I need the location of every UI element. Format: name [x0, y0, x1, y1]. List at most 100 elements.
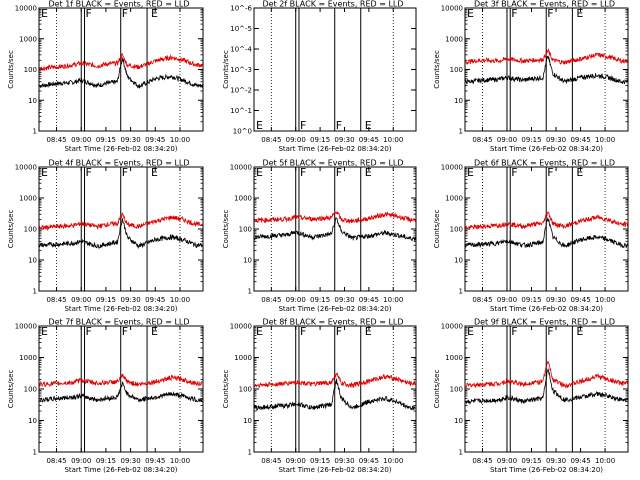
x-tick-label: 09:15 — [521, 296, 541, 304]
y-tick-label: 1000 — [234, 195, 252, 203]
segment-flag: F — [547, 325, 553, 338]
segment-flag: E — [576, 7, 583, 20]
x-tick-label: 09:15 — [96, 457, 116, 465]
x-tick-label: 08:45 — [46, 296, 66, 304]
segment-flag: F — [122, 7, 128, 20]
y-tick-label: 1 — [33, 128, 37, 136]
series-line-events — [254, 378, 416, 411]
chart-panel-4: Det 4f BLACK = Events, RED = LLD 1 10 100 10… — [7, 159, 204, 313]
x-tick-label: 09:45 — [145, 457, 165, 465]
x-tick-label: 09:15 — [310, 457, 330, 465]
x-tick-label: 09:00 — [497, 457, 517, 465]
y-tick-label: 1 — [248, 288, 252, 296]
series-line-events — [465, 55, 628, 85]
x-tick-label: 09:00 — [286, 457, 306, 465]
chart-panel-8: Det 8f BLACK = Events, RED = LLD 1 10 100 10… — [222, 318, 417, 474]
x-tick-label: 09:30 — [334, 457, 354, 465]
chart-title: Det 4f BLACK = Events, RED = LLD — [48, 159, 189, 168]
chart-title: Det 6f BLACK = Events, RED = LLD — [474, 159, 615, 168]
chart-panel-6: Det 6f BLACK = Events, RED = LLD 1 10 100 10… — [433, 159, 629, 313]
chart-title: Det 9f BLACK = Events, RED = LLD — [474, 318, 615, 327]
y-tick-label: 10^-6 — [230, 5, 252, 13]
series-line-lld — [39, 212, 203, 232]
y-tick-label: 10000 — [441, 323, 463, 331]
x-axis-label: Start Time (26-Feb-02 08:34:20) — [64, 305, 177, 313]
chart-title: Det 7f BLACK = Events, RED = LLD — [48, 318, 189, 327]
x-tick-label: 09:00 — [71, 136, 91, 144]
y-axis-label: Counts/sec — [7, 370, 15, 409]
series-line-lld — [39, 373, 203, 388]
x-tick-label: 09:30 — [121, 296, 141, 304]
y-tick-label: 10 — [243, 417, 252, 425]
y-tick-label: 100 — [239, 386, 252, 394]
chart-panel-1: Det 1f BLACK = Events, RED = LLD 1 10 100 10… — [7, 0, 204, 153]
segment-flag: E — [151, 7, 158, 20]
segment-flag: E — [41, 166, 48, 179]
y-tick-label: 10000 — [230, 323, 252, 331]
x-tick-label: 08:45 — [261, 136, 281, 144]
series-line-events — [39, 218, 203, 250]
y-tick-label: 10000 — [441, 5, 463, 13]
segment-flag: F — [122, 166, 128, 179]
x-tick-label: 10:00 — [595, 457, 615, 465]
y-tick-label: 10 — [28, 417, 37, 425]
segment-flag: F — [511, 166, 517, 179]
y-axis-label: Counts/sec — [433, 210, 441, 249]
chart-panel-7: Det 7f BLACK = Events, RED = LLD 1 10 100 10… — [7, 318, 204, 474]
segment-flag: F — [300, 166, 306, 179]
segment-flag: E — [41, 325, 48, 338]
x-tick-label: 09:45 — [570, 296, 590, 304]
y-tick-label: 10000 — [15, 164, 37, 172]
chart-title: Det 1f BLACK = Events, RED = LLD — [48, 0, 189, 9]
segment-flag: F — [300, 325, 306, 338]
segment-flag: E — [576, 325, 583, 338]
x-tick-label: 08:45 — [472, 457, 492, 465]
segment-flag: F — [511, 7, 517, 20]
x-tick-label: 09:15 — [96, 296, 116, 304]
y-tick-label: 100 — [450, 226, 463, 234]
x-axis-label: Start Time (26-Feb-02 08:34:20) — [64, 466, 177, 474]
y-tick-label: 100 — [24, 226, 37, 234]
x-tick-label: 09:30 — [334, 136, 354, 144]
x-tick-label: 08:45 — [46, 457, 66, 465]
y-axis-label: Counts/sec — [433, 370, 441, 409]
y-tick-label: 10 — [28, 97, 37, 105]
y-tick-label: 10^-5 — [230, 25, 252, 33]
segment-flag: E — [467, 325, 474, 338]
series-line-events — [465, 216, 628, 249]
x-tick-label: 09:15 — [96, 136, 116, 144]
x-tick-label: 10:00 — [595, 136, 615, 144]
segment-flag: E — [256, 325, 263, 338]
y-tick-label: 1 — [33, 449, 37, 457]
x-tick-label: 09:45 — [145, 296, 165, 304]
x-tick-label: 09:00 — [497, 296, 517, 304]
series-line-lld — [465, 48, 628, 65]
x-tick-label: 09:00 — [286, 296, 306, 304]
x-tick-label: 10:00 — [170, 457, 190, 465]
segment-flag: F — [336, 325, 342, 338]
y-tick-label: 1 — [459, 128, 463, 136]
series-line-events — [254, 217, 416, 242]
x-tick-label: 08:45 — [46, 136, 66, 144]
y-axis-label: Counts/sec — [7, 210, 15, 249]
x-tick-label: 09:45 — [570, 457, 590, 465]
x-tick-label: 08:45 — [261, 296, 281, 304]
series-line-events — [39, 381, 203, 403]
y-tick-label: 10 — [28, 257, 37, 265]
y-tick-label: 10^-2 — [230, 87, 252, 95]
x-tick-label: 10:00 — [383, 136, 403, 144]
y-axis-label: Counts/sec — [433, 50, 441, 89]
x-tick-label: 09:30 — [121, 457, 141, 465]
x-tick-label: 09:30 — [334, 296, 354, 304]
y-tick-label: 1 — [33, 288, 37, 296]
x-tick-label: 09:30 — [546, 296, 566, 304]
x-axis-label: Start Time (26-Feb-02 08:34:20) — [278, 466, 391, 474]
y-axis-label: Counts/sec — [222, 210, 230, 249]
y-tick-label: 1 — [459, 288, 463, 296]
segment-flag: F — [547, 166, 553, 179]
chart-panel-9: Det 9f BLACK = Events, RED = LLD 1 10 100 10… — [433, 318, 629, 474]
y-axis-label: Counts/sec — [7, 50, 15, 89]
x-tick-label: 09:00 — [497, 136, 517, 144]
x-tick-label: 09:30 — [546, 457, 566, 465]
y-tick-label: 1 — [459, 449, 463, 457]
